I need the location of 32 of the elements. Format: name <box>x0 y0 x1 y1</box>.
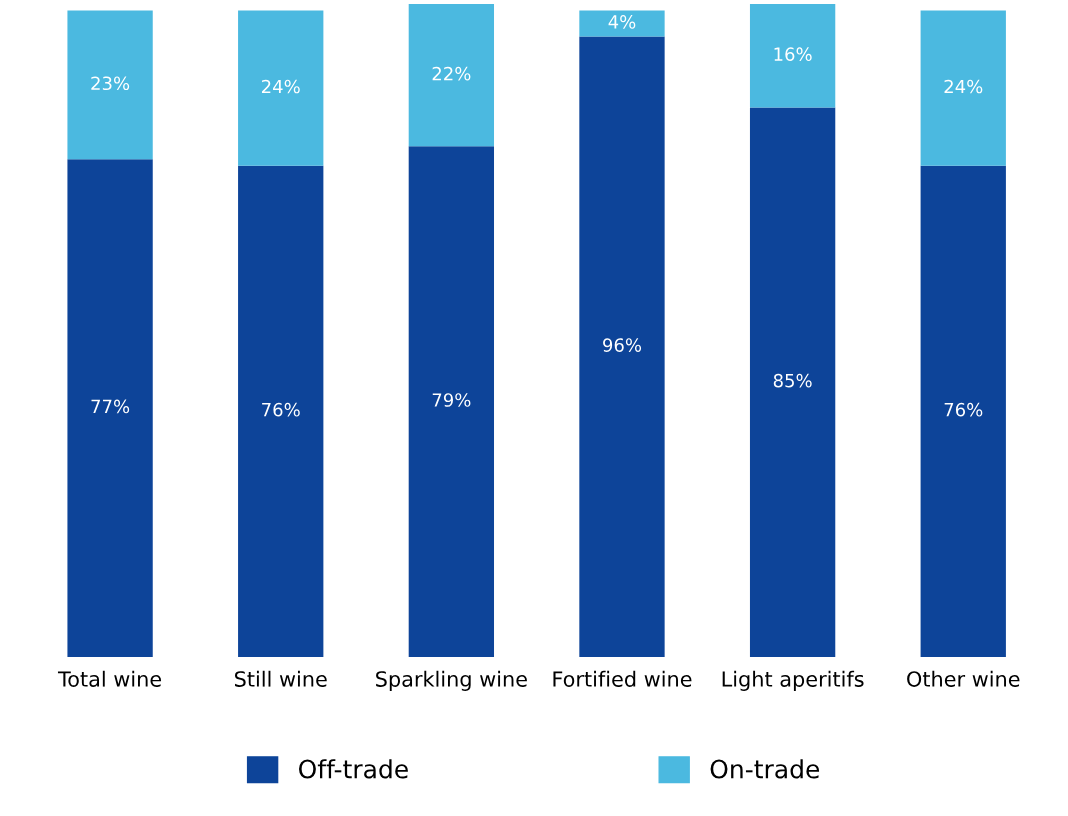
x-tick-label: Fortified wine <box>553 670 692 687</box>
bar <box>749 4 836 108</box>
bar <box>408 146 495 657</box>
bar <box>920 10 1006 166</box>
bar <box>238 10 324 166</box>
data-label: 24% <box>944 79 983 94</box>
data-label: 16% <box>774 47 812 62</box>
legend-label: On-trade <box>710 759 820 779</box>
data-label: 24% <box>261 79 300 94</box>
bar <box>67 159 153 657</box>
bar <box>749 107 836 657</box>
data-label: 4% <box>608 15 636 29</box>
data-label: 23% <box>91 76 130 91</box>
data-label: 76% <box>944 402 983 417</box>
x-tick-label: Still wine <box>234 670 327 687</box>
x-tick-label: Total wine <box>57 670 162 687</box>
legend-label: Off-trade <box>299 759 408 779</box>
data-label: 79% <box>432 393 471 407</box>
bar <box>579 36 665 657</box>
bar <box>238 165 324 657</box>
bar <box>579 10 665 37</box>
data-label: 22% <box>432 66 471 81</box>
data-label: 96% <box>603 338 642 352</box>
x-tick-label: Other wine <box>907 670 1020 687</box>
bar <box>67 10 153 160</box>
data-label: 77% <box>91 399 130 414</box>
bar <box>920 165 1006 657</box>
x-tick-label: Sparkling wine <box>376 670 527 691</box>
bar <box>408 4 495 147</box>
x-tick-label: Light aperitifs <box>722 670 864 691</box>
data-label: 85% <box>773 373 812 388</box>
data-label: 76% <box>262 402 300 417</box>
